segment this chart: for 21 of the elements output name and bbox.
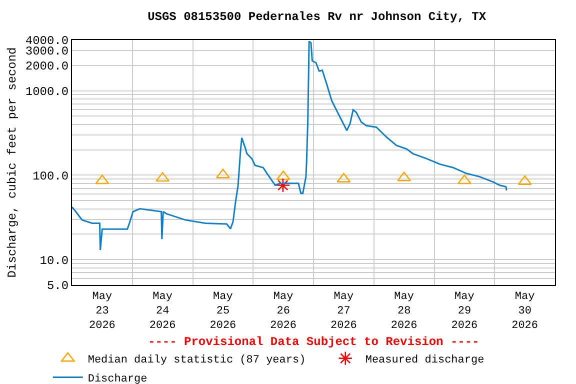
- x-tick-label: May 27 2026: [330, 291, 357, 332]
- legend-label: Median daily statistic (87 years): [88, 354, 306, 367]
- chart-title: USGS 08153500 Pedernales Rv nr Johnson City, TX: [148, 10, 487, 24]
- y-tick-label: 100.0: [32, 169, 69, 184]
- y-tick-label: 1000.0: [25, 85, 69, 100]
- y-tick-label: 10.0: [40, 254, 69, 268]
- x-tick-label: May 25 2026: [210, 291, 236, 332]
- x-tick-label: May 23 2026: [88, 291, 116, 332]
- x-tick-label: May 29 2026: [451, 291, 478, 332]
- legend-label: Discharge: [88, 374, 148, 384]
- y-tick-label: 5.0: [46, 279, 69, 294]
- y-tick-label: 2000.0: [25, 60, 69, 74]
- x-tick-label: May 30 2026: [512, 291, 538, 332]
- legend-label: Measured discharge: [365, 354, 484, 367]
- y-tick-label: 3000.0: [25, 44, 69, 59]
- x-tick-label: May 24 2026: [149, 291, 176, 332]
- x-tick-label: May 26 2026: [270, 291, 297, 332]
- x-tick-label: May 28 2026: [390, 291, 418, 332]
- text: ---- Provisional Data Subject to Revision ----: [148, 335, 480, 349]
- line-series: [72, 40, 508, 251]
- y-axis-title: Discharge, cubic feet per second: [6, 47, 20, 278]
